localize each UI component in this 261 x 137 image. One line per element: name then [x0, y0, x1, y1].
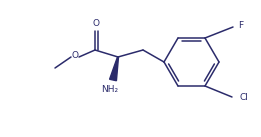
Text: O: O — [92, 18, 99, 28]
Text: O: O — [72, 52, 79, 61]
Text: F: F — [238, 21, 243, 29]
Text: Cl: Cl — [239, 93, 248, 102]
Polygon shape — [110, 57, 118, 81]
Text: NH₂: NH₂ — [102, 85, 118, 95]
